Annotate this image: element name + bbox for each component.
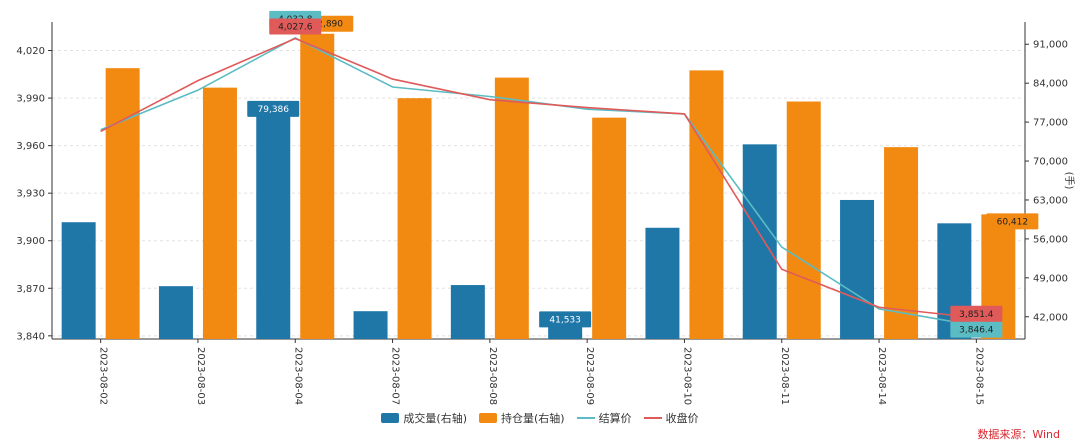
right-axis-tick-label: 49,000 (1033, 273, 1068, 284)
legend-item-open-interest[interactable]: 持仓量(右轴) (479, 410, 565, 426)
chart-canvas: 3,840 3,870 3,900 3,930 3,960 3,990 4,020 42,00… (16, 10, 1076, 405)
data-label-box (950, 305, 1003, 322)
data-label-box (269, 18, 322, 35)
bar-volume (61, 222, 96, 339)
data-label: 92,890 (312, 20, 344, 30)
right-axis-tick-label: 91,000 (1033, 40, 1068, 51)
bar-open-interest (494, 77, 529, 339)
x-axis-tick-label: 2023-08-15 (973, 347, 984, 405)
data-label: 60,412 (997, 217, 1029, 227)
legend-item-close[interactable]: 收盘价 (643, 410, 699, 426)
data-label: 79,386 (258, 105, 290, 115)
right-axis-tick-label: 77,000 (1033, 118, 1068, 129)
bar-open-interest (105, 68, 140, 339)
left-axis-tick-label: 3,930 (16, 189, 45, 200)
bar-open-interest (397, 98, 432, 340)
legend-swatch-close (643, 417, 662, 419)
legend-swatch-volume (381, 413, 400, 423)
x-axis-tick-label: 2023-08-04 (292, 347, 303, 405)
x-axis-tick-label: 2023-08-09 (584, 347, 595, 405)
legend-item-volume[interactable]: 成交量(右轴) (381, 410, 467, 426)
left-axis-tick-label: 3,960 (16, 141, 45, 152)
x-axis-tick-label: 2023-08-02 (98, 347, 109, 405)
left-axis-tick-label: 3,870 (16, 284, 45, 295)
data-source-note: 数据来源：Wind (977, 428, 1060, 441)
bar-open-interest (689, 70, 724, 339)
bar-volume (450, 285, 485, 339)
bar-volume (158, 286, 193, 339)
bar-open-interest (786, 101, 821, 339)
bar-open-interest (202, 87, 237, 339)
bar-open-interest (592, 117, 627, 339)
data-label-box (986, 213, 1039, 230)
legend-swatch-settlement (576, 417, 595, 419)
data-label: 4,027.6 (278, 22, 313, 32)
legend-label-settlement: 结算价 (598, 412, 632, 425)
bar-open-interest (884, 147, 919, 339)
legend-label-volume: 成交量(右轴) (403, 412, 467, 425)
line-close (100, 37, 977, 319)
left-axis-tick-label: 3,840 (16, 331, 45, 342)
right-axis-tick-label: 70,000 (1033, 157, 1068, 168)
bar-volume (353, 311, 388, 339)
data-label: 3,851.4 (959, 310, 994, 320)
data-label-box (247, 100, 300, 117)
bar-volume (256, 108, 291, 339)
data-label: 3,846.4 (959, 326, 994, 336)
right-axis-tick-label: 84,000 (1033, 79, 1068, 90)
x-axis-tick-label: 2023-08-08 (487, 347, 498, 405)
left-axis-tick-label: 3,900 (16, 236, 45, 247)
x-axis-tick-label: 2023-08-14 (876, 347, 887, 405)
x-axis-tick-label: 2023-08-10 (681, 347, 692, 405)
left-axis-tick-label: 3,990 (16, 94, 45, 105)
bar-open-interest (300, 33, 335, 340)
data-label-box (950, 321, 1003, 338)
x-axis-tick-label: 2023-08-03 (195, 347, 206, 405)
right-axis-label: (手) (1063, 172, 1076, 190)
bar-volume (840, 199, 875, 339)
bar-volume (742, 144, 777, 339)
bar-volume (645, 227, 680, 339)
right-axis-tick-label: 42,000 (1033, 312, 1068, 323)
left-axis-tick-label: 4,020 (16, 46, 45, 57)
legend-swatch-open-interest (479, 413, 497, 423)
legend-item-settlement[interactable]: 结算价 (576, 410, 632, 426)
x-axis-tick-label: 2023-08-11 (779, 347, 790, 405)
legend-label-close: 收盘价 (665, 412, 699, 425)
data-label: 41,533 (549, 315, 581, 325)
data-label-box (539, 311, 592, 328)
right-axis-tick-label: 63,000 (1033, 195, 1068, 206)
legend-label-open-interest: 持仓量(右轴) (501, 412, 565, 425)
x-axis-tick-label: 2023-08-07 (390, 347, 401, 405)
legend: 成交量(右轴) 持仓量(右轴) 结算价 收盘价 (0, 410, 1080, 426)
right-axis-tick-label: 56,000 (1033, 234, 1068, 245)
